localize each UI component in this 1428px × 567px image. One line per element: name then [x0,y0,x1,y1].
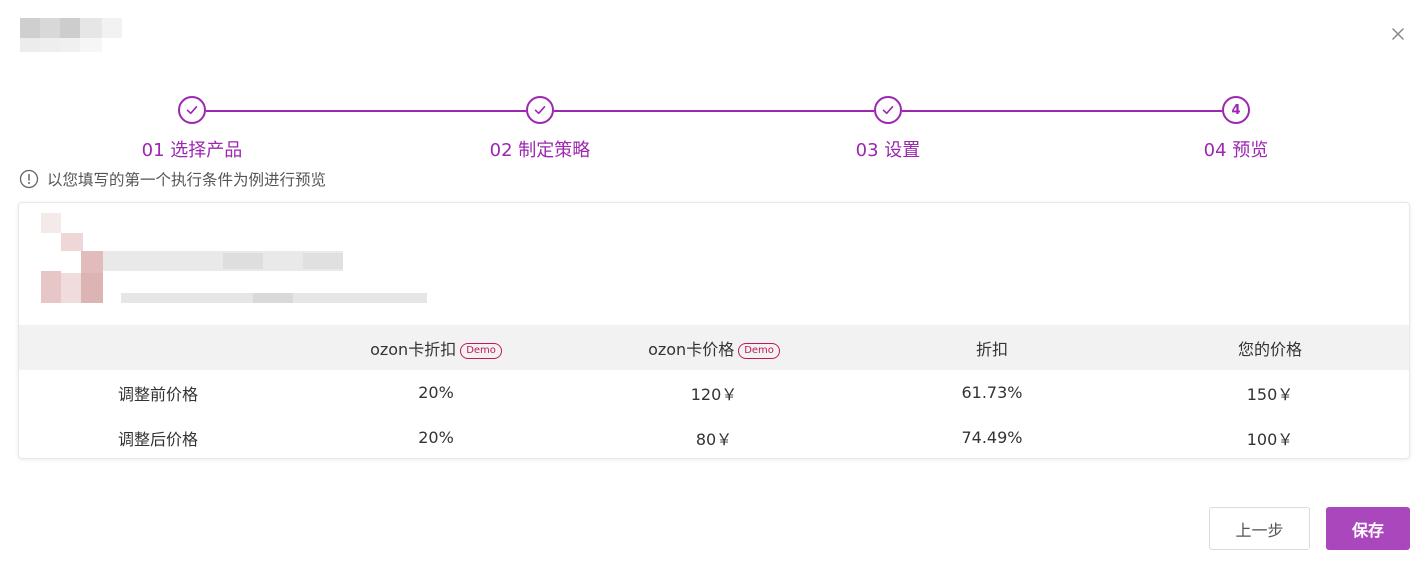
header-label: ozon卡折扣 [370,339,457,359]
table-cell: 20% [418,428,454,447]
table-cell: 74.49% [961,428,1023,447]
blurred-logo [20,18,124,52]
header-ozon-card-price: ozon卡价格 Demo [575,325,853,370]
progress-stepper: 4 01 选择产品 02 制定策略 03 设置 04 预览 [0,96,1428,166]
step-4-label: 04 预览 [1203,140,1269,161]
table-cell: 150￥ [1246,384,1294,404]
table-cell: 61.73% [961,383,1023,402]
previous-step-button[interactable]: 上一步 [1209,507,1310,550]
table-cell: 120￥ [690,384,738,404]
row-label: 调整后价格 [117,429,198,449]
preview-notice: 以您填写的第一个执行条件为例进行预览 [19,168,326,190]
price-comparison-table: ozon卡折扣 Demo ozon卡价格 Demo 折扣 您的价格 调整前价格 20… [19,325,1409,458]
table-header-row: ozon卡折扣 Demo ozon卡价格 Demo 折扣 您的价格 [19,325,1409,370]
step-2-label: 02 制定策略 [489,140,591,161]
header-label: ozon卡价格 [648,339,735,359]
close-icon [1392,28,1404,40]
header-empty [19,325,297,370]
header-discount: 折扣 [853,325,1131,370]
table-row: 调整前价格 20% 120￥ 61.73% 150￥ [19,370,1409,415]
step-number: 4 [1231,102,1241,118]
step-2-indicator [526,96,554,124]
step-1-label: 01 选择产品 [141,140,243,161]
table-cell: 100￥ [1246,429,1294,449]
info-circle-icon [19,169,39,189]
preview-card: ozon卡折扣 Demo ozon卡价格 Demo 折扣 您的价格 调整前价格 20… [18,202,1410,459]
table-row: 调整后价格 20% 80￥ 74.49% 100￥ [19,415,1409,458]
product-thumbnail [41,213,103,303]
step-1-indicator [178,96,206,124]
step-3-indicator [874,96,902,124]
check-icon [534,106,546,115]
demo-badge: Demo [738,342,780,359]
close-button[interactable] [1386,22,1410,46]
table-cell: 80￥ [695,429,733,449]
product-title [103,213,453,303]
check-icon [186,106,198,115]
demo-badge: Demo [460,342,502,359]
check-icon [882,106,894,115]
step-connector [206,110,526,112]
header-your-price: 您的价格 [1131,325,1409,370]
row-label: 调整前价格 [117,384,198,404]
step-connector [902,110,1222,112]
table-cell: 20% [418,383,454,402]
notice-text: 以您填写的第一个执行条件为例进行预览 [47,171,327,189]
save-button[interactable]: 保存 [1326,507,1410,550]
step-connector [554,110,874,112]
header-ozon-card-discount: ozon卡折扣 Demo [297,325,575,370]
step-3-label: 03 设置 [855,140,921,161]
step-4-indicator: 4 [1222,96,1250,124]
